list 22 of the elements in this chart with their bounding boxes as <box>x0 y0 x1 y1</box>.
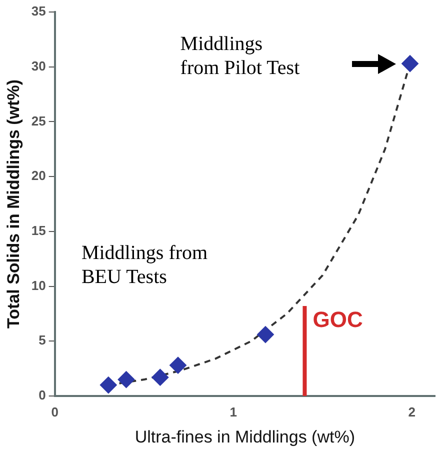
y-tick-label: 25 <box>31 113 46 128</box>
x-tick-label: 2 <box>408 404 416 420</box>
y-tick-label: 0 <box>38 388 46 403</box>
y-axis-title: Total Solids in Middlings (wt%) <box>4 80 23 328</box>
point <box>100 376 117 394</box>
y-tick-label: 10 <box>31 278 46 293</box>
point <box>402 55 419 72</box>
annotation: Middlings from Pilot Test <box>180 33 300 79</box>
y-tick-label: 15 <box>31 223 46 238</box>
point <box>170 356 187 374</box>
y-tick-label: 5 <box>38 332 46 348</box>
x-tick-label: 1 <box>230 404 237 420</box>
x-tick-label: 0 <box>51 404 58 420</box>
y-tick-label: 35 <box>31 4 46 19</box>
point <box>118 371 135 388</box>
point <box>152 368 169 386</box>
y-tick-label: 30 <box>31 58 46 74</box>
x-axis-title: Ultra-fines in Middlings (wt%) <box>134 427 355 446</box>
point <box>256 326 274 344</box>
y-tick-label: 20 <box>31 168 46 184</box>
annotation: Middlings from BEU Tests <box>81 242 208 288</box>
series-label: GOC <box>312 307 363 332</box>
